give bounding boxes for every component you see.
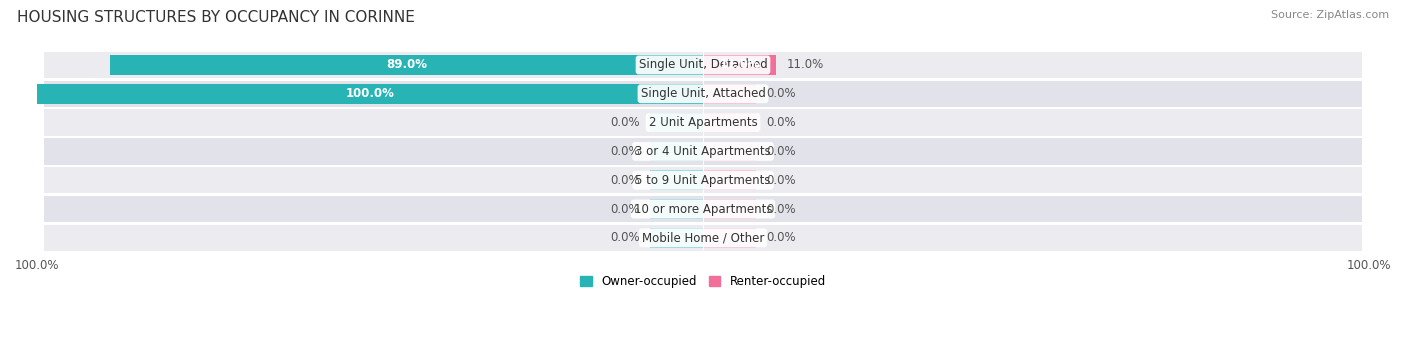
Text: 0.0%: 0.0% xyxy=(610,116,640,129)
Bar xyxy=(650,228,703,248)
Bar xyxy=(44,196,1362,222)
Text: 0.0%: 0.0% xyxy=(766,174,796,187)
Text: Mobile Home / Other: Mobile Home / Other xyxy=(641,231,765,244)
Text: 0.0%: 0.0% xyxy=(610,231,640,244)
Bar xyxy=(703,142,756,161)
Bar xyxy=(650,170,703,190)
Text: 5 to 9 Unit Apartments: 5 to 9 Unit Apartments xyxy=(636,174,770,187)
Text: 10 or more Apartments: 10 or more Apartments xyxy=(634,203,772,216)
Text: 89.0%: 89.0% xyxy=(387,58,427,72)
Text: 11.0%: 11.0% xyxy=(720,58,761,72)
Text: 0.0%: 0.0% xyxy=(610,203,640,216)
Bar xyxy=(703,113,756,132)
Text: 0.0%: 0.0% xyxy=(766,116,796,129)
Bar xyxy=(650,142,703,161)
Bar xyxy=(650,113,703,132)
Text: 0.0%: 0.0% xyxy=(610,174,640,187)
Bar xyxy=(44,52,1362,78)
Bar xyxy=(703,55,756,75)
Bar xyxy=(37,84,703,104)
Bar xyxy=(44,138,1362,165)
Text: 100.0%: 100.0% xyxy=(346,87,395,100)
Bar xyxy=(650,84,703,104)
Text: 0.0%: 0.0% xyxy=(610,145,640,158)
Bar xyxy=(703,228,756,248)
Bar xyxy=(703,84,756,104)
Bar xyxy=(44,167,1362,193)
Bar xyxy=(44,80,1362,107)
Text: 0.0%: 0.0% xyxy=(766,203,796,216)
Bar xyxy=(111,55,703,75)
Legend: Owner-occupied, Renter-occupied: Owner-occupied, Renter-occupied xyxy=(575,270,831,293)
Bar xyxy=(44,109,1362,136)
Text: 0.0%: 0.0% xyxy=(766,145,796,158)
Bar xyxy=(703,170,756,190)
Bar xyxy=(650,55,703,75)
Text: Single Unit, Detached: Single Unit, Detached xyxy=(638,58,768,72)
Text: 0.0%: 0.0% xyxy=(766,87,796,100)
Text: 11.0%: 11.0% xyxy=(786,58,824,72)
Bar xyxy=(703,199,756,219)
Bar xyxy=(703,55,776,75)
Text: 3 or 4 Unit Apartments: 3 or 4 Unit Apartments xyxy=(636,145,770,158)
Text: 0.0%: 0.0% xyxy=(766,231,796,244)
Text: HOUSING STRUCTURES BY OCCUPANCY IN CORINNE: HOUSING STRUCTURES BY OCCUPANCY IN CORIN… xyxy=(17,10,415,25)
Text: Source: ZipAtlas.com: Source: ZipAtlas.com xyxy=(1271,10,1389,20)
Bar xyxy=(44,225,1362,251)
Text: Single Unit, Attached: Single Unit, Attached xyxy=(641,87,765,100)
Text: 2 Unit Apartments: 2 Unit Apartments xyxy=(648,116,758,129)
Bar xyxy=(650,199,703,219)
